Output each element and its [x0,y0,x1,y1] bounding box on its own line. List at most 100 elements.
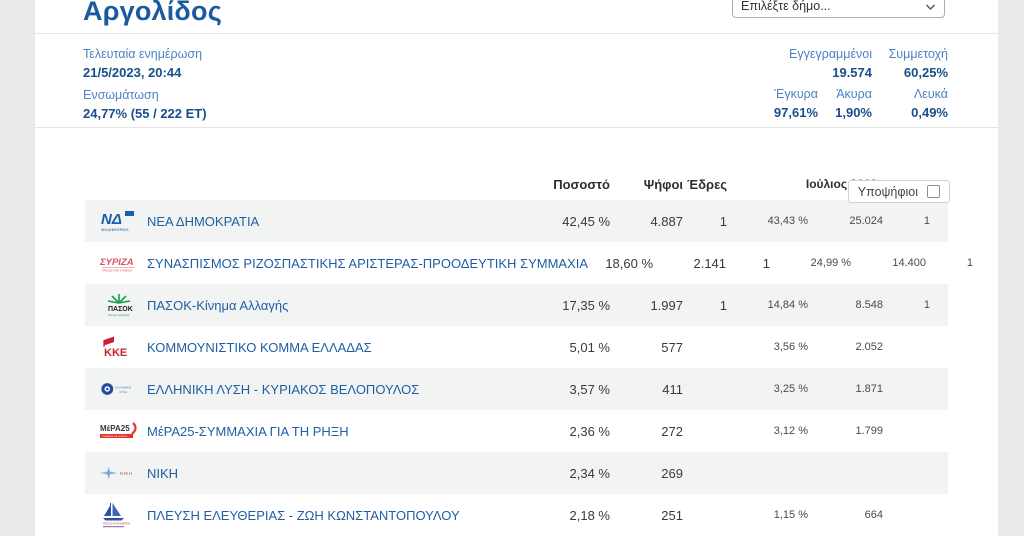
votes-cell: 2.141 [693,255,727,271]
invalid-value: 1,90% [835,105,872,120]
percentage-cell: 17,35 % [562,297,610,313]
participation-stat: Συμμετοχή 60,25% [889,47,948,80]
prev-seats-cell: 1 [923,215,930,227]
party-logo-syriza: ΣΥΡΙΖΑ ΠΡΟΟΔΕΥΤΙΚΗ ΣΥΜΜΑΧΙΑ [100,253,140,273]
header-bar: Αργολίδος Επιλέξτε δήμο... [35,0,998,34]
votes-cell: 272 [661,423,683,439]
results-section: Υποψήφιοι Ποσοστό Ψήφοι Έδρες Ιούλιος 20… [35,172,998,536]
prev-votes-cell: 2.052 [855,341,883,353]
col-header-seats: Έδρες [687,176,727,192]
prev-percentage-cell: 24,99 % [810,257,852,269]
prev-votes-cell: 8.548 [855,299,883,311]
party-logo-nd: ΝΔ ΝΕΑ ΔΗΜΟΚΡΑΤΙΑ [100,209,140,233]
svg-text:ΠΑΣΟΚ: ΠΑΣΟΚ [108,306,133,313]
party-name-link[interactable]: ΝΕΑ ΔΗΜΟΚΡΑΤΙΑ [147,213,260,229]
prev-votes-cell: 1.799 [855,425,883,437]
prev-votes-cell: 14.400 [892,257,927,269]
stats-bar: Τελευταία ενημέρωση 21/5/2023, 20:44 Ενσ… [35,34,998,128]
votes-cell: 269 [661,465,683,481]
party-name-link[interactable]: ΜέΡΑ25-ΣΥΜΜΑΧΙΑ ΓΙΑ ΤΗ ΡΗΞΗ [147,423,349,439]
prev-percentage-cell: 3,12 % [773,425,808,437]
last-update-label: Τελευταία ενημέρωση [83,47,203,61]
valid-stat: Έγκυρα 97,61% [774,87,818,120]
svg-text:Κίνημα Αλλαγής: Κίνημα Αλλαγής [108,313,130,317]
party-name-link[interactable]: ΠΑΣΟΚ-Κίνημα Αλλαγής [147,297,289,313]
svg-text:ΣΥΡΙΖΑ: ΣΥΡΙΖΑ [100,257,134,268]
prev-seats-cell: 1 [966,257,974,269]
candidates-button-label: Υποψήφιοι [857,184,918,199]
table-row: ΕΛΛΗΝΙΚΗ ΛΥΣΗ ΕΛΛΗΝΙΚΗ ΛΥΣΗ - ΚΥΡΙΑΚΟΣ Β… [85,368,948,410]
prev-percentage-cell: 1,15 % [773,509,808,521]
results-table-header: Ποσοστό Ψήφοι Έδρες Ιούλιος 2019 [85,172,948,196]
votes-cell: 4.887 [650,213,683,229]
party-name-link[interactable]: ΣΥΝΑΣΠΙΣΜΟΣ ΡΙΖΟΣΠΑΣΤΙΚΗΣ ΑΡΙΣΤΕΡΑΣ-ΠΡΟΟ… [147,255,589,271]
svg-text:ΝΙΚΗ: ΝΙΚΗ [120,471,132,476]
percentage-cell: 5,01 % [569,339,610,355]
blank-stat: Λευκά 0,49% [911,87,948,120]
table-row: ΠΑΣΟΚ Κίνημα Αλλαγής ΠΑΣΟΚ-Κίνημα Αλλαγή… [85,284,948,326]
svg-text:ΠΡΟΟΔΕΥΤΙΚΗ ΣΥΜΜΑΧΙΑ: ΠΡΟΟΔΕΥΤΙΚΗ ΣΥΜΜΑΧΙΑ [102,270,133,273]
svg-text:ΜέΡΑ25: ΜέΡΑ25 [100,424,130,433]
table-row: ΝΙΚΗ ΝΙΚΗ 2,34 % 269 [85,452,948,494]
votes-cell: 251 [661,507,683,523]
party-logo-plefsi: ΠΛΕΥΣΗ ΕΛΕΥΘΕΡΙΑΣ [100,502,140,528]
party-logo-kke: ΚΚΕ [100,335,140,359]
candidates-button[interactable]: Υποψήφιοι [847,180,950,203]
blank-value: 0,49% [911,105,948,120]
svg-text:ΛΥΣΗ: ΛΥΣΗ [119,390,127,394]
percentage-cell: 42,45 % [562,213,610,229]
party-name-link[interactable]: ΝΙΚΗ [147,465,179,481]
svg-text:ΝΕΑ ΔΗΜΟΚΡΑΤΙΑ: ΝΕΑ ΔΗΜΟΚΡΑΤΙΑ [101,228,129,232]
registered-label: Εγγεγραμμένοι [789,47,872,61]
table-row: ΜέΡΑ25 ΣΥΜΜΑΧΙΑ ΓΙΑ ΤΗ ΡΗΞΗ ΜέΡΑ25-ΣΥΜΜΑ… [85,410,948,452]
percentage-cell: 18,60 % [605,255,654,271]
valid-value: 97,61% [773,105,818,120]
party-name-link[interactable]: ΠΛΕΥΣΗ ΕΛΕΥΘΕΡΙΑΣ - ΖΩΗ ΚΩΝΣΤΑΝΤΟΠΟΥΛΟΥ [147,507,460,523]
prev-votes-cell: 25.024 [849,215,883,227]
page-content: Αργολίδος Επιλέξτε δήμο... Τελευταία ενη… [35,0,998,536]
blank-label: Λευκά [913,87,948,101]
party-logo-ellysi: ΕΛΛΗΝΙΚΗ ΛΥΣΗ [100,381,140,397]
col-header-percentage: Ποσοστό [553,176,610,192]
prev-votes-cell: 1.871 [855,383,883,395]
chevron-down-icon [925,3,936,11]
prev-seats-cell: 1 [923,299,930,311]
percentage-cell: 2,34 % [569,465,610,481]
valid-label: Έγκυρα [774,87,818,101]
party-logo-mera25: ΜέΡΑ25 ΣΥΜΜΑΧΙΑ ΓΙΑ ΤΗ ΡΗΞΗ [100,421,140,441]
municipality-select-value: Επιλέξτε δήμο... [741,0,831,13]
last-update-stat: Τελευταία ενημέρωση 21/5/2023, 20:44 [83,47,207,80]
percentage-cell: 2,36 % [569,423,610,439]
prev-percentage-cell: 3,56 % [773,341,808,353]
seats-cell: 1 [719,213,727,229]
svg-text:ΠΛΕΥΣΗ ΕΛΕΥΘΕΡΙΑΣ: ΠΛΕΥΣΗ ΕΛΕΥΘΕΡΙΑΣ [103,522,130,526]
registered-stat: Εγγεγραμμένοι 19.574 [789,47,872,80]
municipality-select[interactable]: Επιλέξτε δήμο... [732,0,945,18]
seats-cell: 1 [762,255,771,271]
candidates-checkbox[interactable] [927,185,940,198]
last-update-value: 21/5/2023, 20:44 [83,65,182,80]
participation-value: 60,25% [903,65,948,80]
svg-text:ΕΛΛΗΝΙΚΗ: ΕΛΛΗΝΙΚΗ [115,386,131,390]
votes-cell: 577 [661,339,683,355]
party-logo-pasok: ΠΑΣΟΚ Κίνημα Αλλαγής [100,292,140,318]
participation-label: Συμμετοχή [888,47,948,61]
table-row: ΝΔ ΝΕΑ ΔΗΜΟΚΡΑΤΙΑ ΝΕΑ ΔΗΜΟΚΡΑΤΙΑ 42,45 %… [85,200,948,242]
svg-text:ΣΥΜΜΑΧΙΑ ΓΙΑ ΤΗ ΡΗΞΗ: ΣΥΜΜΑΧΙΑ ΓΙΑ ΤΗ ΡΗΞΗ [102,435,128,438]
percentage-cell: 3,57 % [569,381,610,397]
prev-percentage-cell: 3,25 % [773,383,808,395]
table-row: ΠΛΕΥΣΗ ΕΛΕΥΘΕΡΙΑΣ ΠΛΕΥΣΗ ΕΛΕΥΘΕΡΙΑΣ - ΖΩ… [85,494,948,536]
svg-text:ΚΚΕ: ΚΚΕ [104,347,127,359]
prev-percentage-cell: 14,84 % [767,299,808,311]
table-row: ΚΚΕ ΚΟΜΜΟΥΝΙΣΤΙΚΟ ΚΟΜΜΑ ΕΛΛΑΔΑΣ 5,01 % 5… [85,326,948,368]
prev-percentage-cell: 43,43 % [767,215,808,227]
party-logo-niki: ΝΙΚΗ [100,466,140,480]
svg-text:ΝΔ: ΝΔ [101,211,122,228]
table-row: ΣΥΡΙΖΑ ΠΡΟΟΔΕΥΤΙΚΗ ΣΥΜΜΑΧΙΑ ΣΥΝΑΣΠΙΣΜΟΣ … [85,242,973,284]
votes-cell: 411 [662,381,683,397]
invalid-stat: Άκυρα 1,90% [835,87,872,120]
party-name-link[interactable]: ΕΛΛΗΝΙΚΗ ΛΥΣΗ - ΚΥΡΙΑΚΟΣ ΒΕΛΟΠΟΥΛΟΣ [147,381,420,397]
party-name-link[interactable]: ΚΟΜΜΟΥΝΙΣΤΙΚΟ ΚΟΜΜΑ ΕΛΛΑΔΑΣ [147,339,372,355]
incorporation-value: 24,77% (55 / 222 ΕΤ) [83,106,207,121]
prev-votes-cell: 664 [864,509,883,521]
